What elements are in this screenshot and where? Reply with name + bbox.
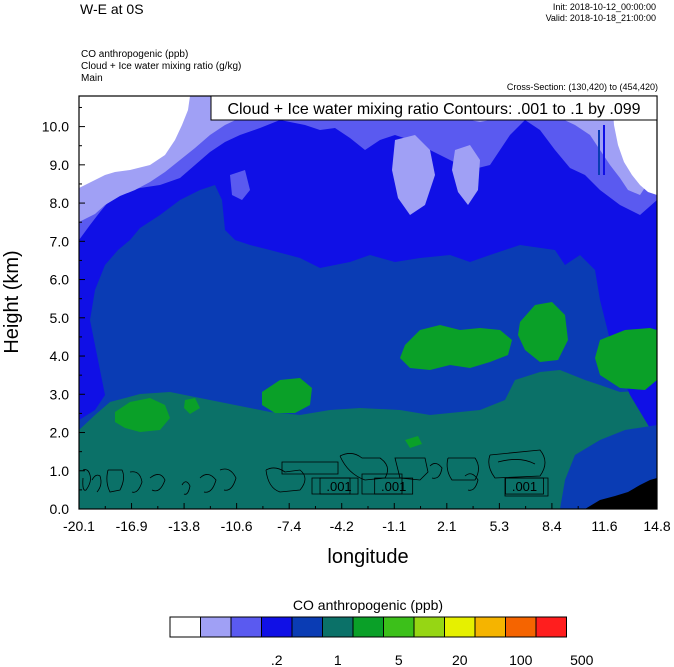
valid-time: Valid: 2018-10-18_21:00:00 [545, 13, 656, 23]
x-tick-label: -16.9 [116, 518, 148, 534]
x-tick-label: -1.1 [382, 518, 406, 534]
contour-info-label: Cloud + Ice water mixing ratio Contours:… [227, 101, 640, 118]
colorbar-box [413, 616, 445, 638]
colorbar-box [474, 616, 506, 638]
x-tick-label: -20.1 [63, 518, 95, 534]
init-time: Init: 2018-10-12_00:00:00 [552, 2, 656, 12]
colorbar-label: 1 [334, 652, 342, 667]
x-tick-label: -13.8 [168, 518, 200, 534]
y-tick-label: 10.0 [42, 119, 69, 135]
colorbar-box [352, 616, 384, 638]
y-tick-label: 3.0 [50, 386, 70, 402]
y-tick-label: 4.0 [50, 348, 70, 364]
colorbar-box [505, 616, 537, 638]
x-tick-label: -10.6 [221, 518, 253, 534]
y-axis: 0.0 1.0 2.0 3.0 4.0 5.0 6.0 7.0 8.0 9.0 10.0 [42, 106, 85, 517]
cross-section-label: Cross-Section: (130,420) to (454,420) [506, 82, 658, 92]
colorbar-title: CO anthropogenic (ppb) [293, 597, 443, 613]
y-tick-label: 8.0 [50, 195, 70, 211]
colorbar-box [230, 616, 262, 638]
colorbar [169, 616, 567, 638]
colorbar-box [383, 616, 415, 638]
colorbar-box [169, 616, 201, 638]
y-tick-label: 0.0 [50, 501, 70, 517]
colorbar-label: 500 [570, 652, 594, 667]
y-tick-label: 6.0 [50, 272, 70, 288]
colorbar-box [535, 616, 567, 638]
colorbar-box [322, 616, 354, 638]
contour-label-box [374, 477, 414, 495]
colorbar-box [200, 616, 232, 638]
contour-info-box [210, 95, 658, 121]
colorbar-labels: .2 1 5 20 100 500 [271, 652, 594, 667]
x-tick-label: -7.4 [277, 518, 301, 534]
x-tick-label: 11.6 [591, 518, 617, 534]
y-tick-label: 5.0 [50, 310, 70, 326]
x-tick-label: 14.8 [643, 518, 670, 534]
contour-label: .001 [381, 479, 406, 494]
colorbar-box [444, 616, 476, 638]
x-axis: -20.1 -16.9 -13.8 -10.6 -7.4 -4.2 -1.1 2.1 5.3 8.… [63, 503, 671, 534]
heatmap-fill [79, 96, 657, 509]
y-tick-label: 7.0 [50, 233, 70, 249]
plot-title: W-E at 0S [80, 1, 144, 17]
y-axis-label: Height (km) [1, 250, 23, 353]
x-axis-label: longitude [327, 546, 408, 568]
cloud-contours [82, 449, 549, 497]
x-tick-label: 8.4 [542, 518, 562, 534]
y-tick-label: 9.0 [50, 157, 70, 173]
colorbar-label: 20 [452, 652, 468, 667]
x-tick-label: 2.1 [437, 518, 457, 534]
colorbar-box [261, 616, 293, 638]
contour-label: .001 [512, 479, 537, 494]
colorbar-label: 5 [395, 652, 403, 667]
field-label-cloud: Cloud + Ice water mixing ratio (g/kg) [81, 61, 242, 72]
y-tick-label: 2.0 [50, 425, 70, 441]
field-label-main: Main [81, 73, 103, 84]
colorbar-box [291, 616, 323, 638]
contour-label: .001 [326, 479, 351, 494]
field-label-co: CO anthropogenic (ppb) [81, 49, 189, 60]
contour-labels: .001 .001 .001 [319, 477, 544, 495]
x-tick-label: -4.2 [330, 518, 354, 534]
contour-label-box [505, 477, 544, 495]
contour-label-box [319, 477, 359, 495]
x-tick-label: 5.3 [490, 518, 510, 534]
y-tick-label: 1.0 [50, 463, 70, 479]
colorbar-label: 100 [509, 652, 533, 667]
colorbar-label: .2 [271, 652, 283, 667]
